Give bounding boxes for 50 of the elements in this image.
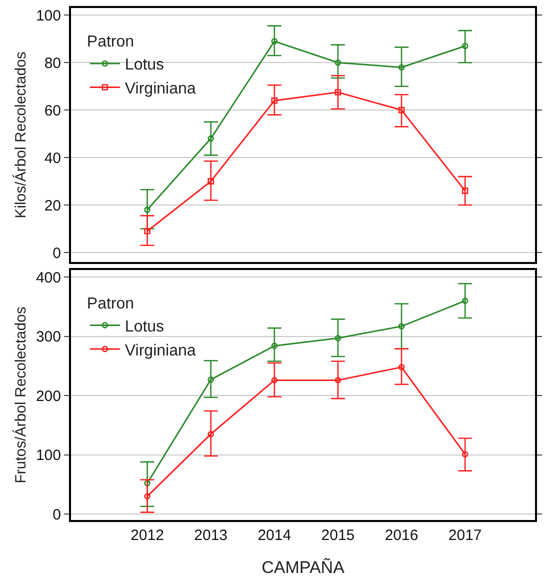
point: [334, 89, 342, 96]
point: [144, 206, 150, 213]
x-tick-label: 2015: [321, 527, 355, 544]
legend-label: Lotus: [124, 318, 164, 336]
y-tick-label: 200: [36, 388, 61, 405]
point: [271, 97, 278, 104]
point: [208, 376, 214, 383]
point: [334, 377, 342, 384]
legend-label: Lotus: [124, 56, 164, 74]
x-tick-label: 2017: [448, 527, 482, 544]
point: [398, 64, 405, 70]
legend-label: Virginiana: [124, 342, 196, 360]
point: [208, 135, 214, 142]
point: [271, 342, 278, 349]
x-tick-label: 2016: [384, 527, 418, 544]
legend-title: Patron: [86, 295, 134, 312]
y-tick-label: 100: [36, 447, 61, 464]
y-tick-label: 80: [44, 54, 61, 72]
point: [398, 106, 405, 114]
point: [144, 493, 150, 500]
y-tick-label: 40: [44, 150, 61, 167]
x-tick-label: 2014: [258, 527, 292, 544]
point: [398, 323, 405, 330]
legend-label: Virginiana: [124, 80, 196, 98]
point: [462, 188, 468, 194]
y-tick-label: 60: [44, 102, 61, 120]
y-tick-label: 20: [44, 197, 61, 214]
legend-title: Patron: [86, 34, 134, 51]
point: [144, 228, 150, 234]
point: [334, 334, 342, 342]
y-tick-label: 300: [36, 328, 61, 346]
y-tick-label: 0: [52, 506, 61, 524]
point: [271, 38, 278, 44]
y-axis-title: Frutos/Árbol Recolectados: [12, 306, 30, 484]
point: [271, 377, 278, 384]
x-tick-label: 2013: [194, 527, 228, 544]
point: [462, 42, 468, 50]
y-axis-title: Kilos/Árbol Recolectados: [12, 52, 30, 218]
point: [208, 430, 214, 438]
y-tick-label: 0: [52, 244, 61, 262]
x-tick-label: 2012: [130, 527, 164, 544]
point: [208, 178, 214, 184]
x-axis-title: CAMPAÑA: [262, 558, 346, 577]
point: [144, 480, 150, 486]
point: [462, 451, 468, 458]
point: [462, 298, 468, 304]
point: [334, 59, 342, 66]
point: [398, 364, 405, 370]
y-tick-label: 100: [36, 7, 61, 24]
y-tick-label: 400: [36, 269, 61, 286]
